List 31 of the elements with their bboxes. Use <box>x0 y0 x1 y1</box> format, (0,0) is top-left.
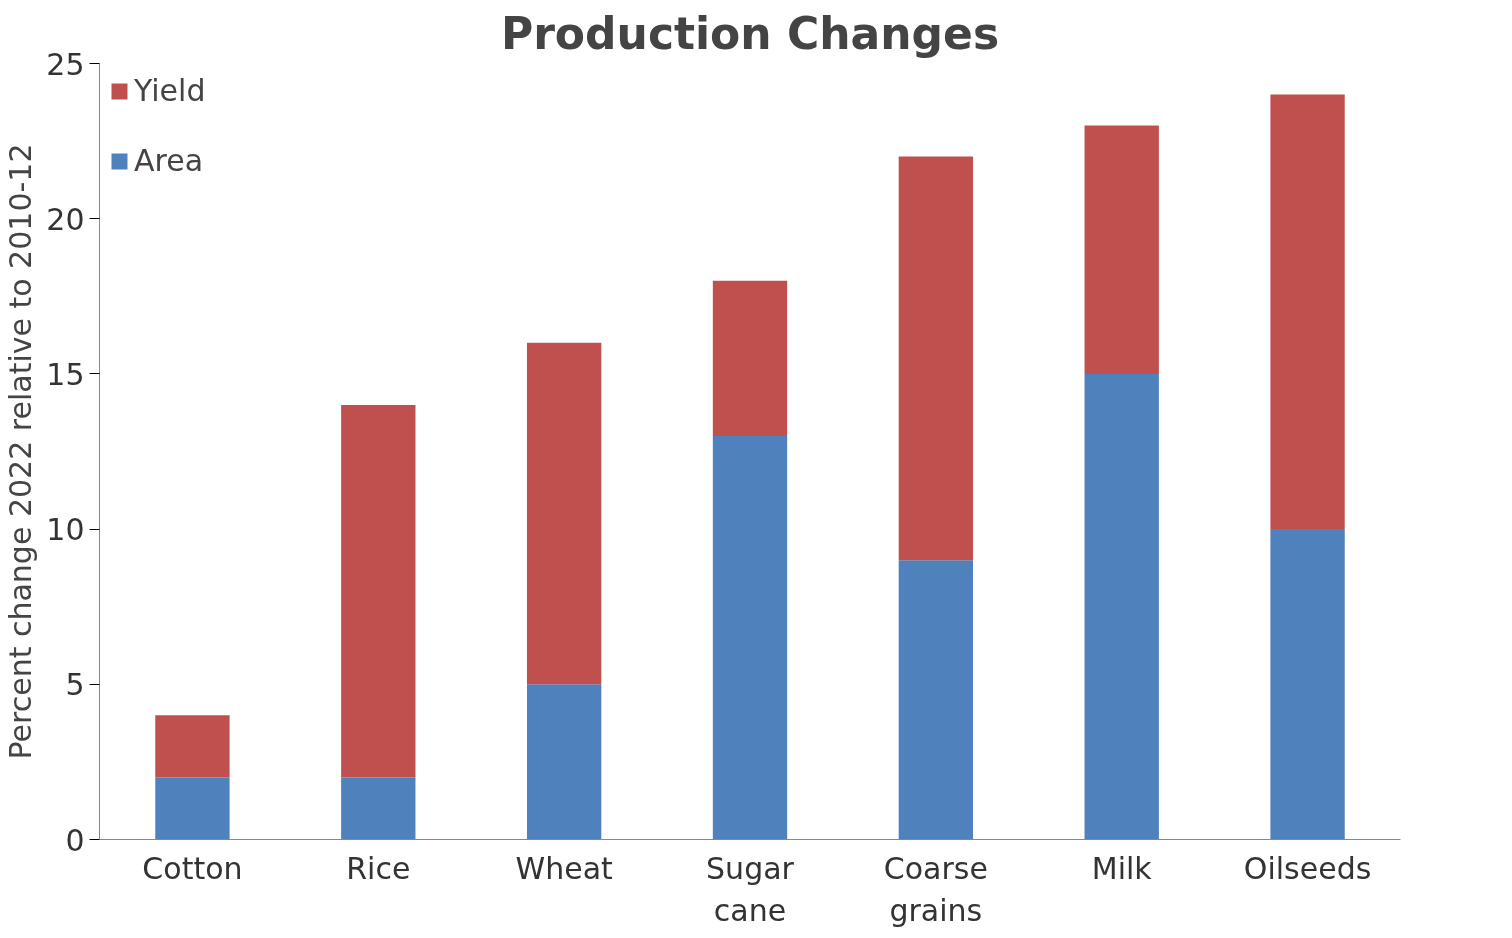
y-tick-label: 25 <box>46 46 85 82</box>
y-tick-label: 5 <box>65 667 85 703</box>
y-axis-title: Percent change 2022 relative to 2010-12 <box>3 143 39 760</box>
bar <box>155 715 230 778</box>
x-tick-label: Sugar cane <box>706 850 795 928</box>
chart-title: Production Changes <box>500 7 1000 59</box>
bar <box>526 684 602 840</box>
bar <box>1084 373 1159 840</box>
bar <box>341 404 416 778</box>
x-tick-label: Wheat <box>515 850 614 886</box>
bar <box>1084 125 1159 374</box>
y-tick-label: 20 <box>46 201 85 237</box>
x-tick-label: Coarse grains <box>883 850 988 928</box>
bar <box>1270 529 1345 840</box>
bar <box>341 777 416 840</box>
bar <box>898 156 974 561</box>
bar <box>712 435 788 840</box>
x-tick-label: Oilseeds <box>1243 850 1372 886</box>
bar <box>712 280 788 436</box>
legend-label: Area <box>134 143 204 178</box>
bar <box>898 560 974 840</box>
x-tick-label: Cotton <box>142 850 243 886</box>
x-tick-label: Rice <box>346 850 411 886</box>
bar <box>155 777 230 840</box>
x-tick-label: Milk <box>1091 850 1153 886</box>
y-tick-label: 0 <box>65 822 85 858</box>
bar <box>526 342 602 685</box>
y-tick-label: 15 <box>46 356 85 392</box>
legend-label: Yield <box>134 73 206 108</box>
bar <box>1270 94 1345 530</box>
y-tick-label: 10 <box>46 512 85 548</box>
